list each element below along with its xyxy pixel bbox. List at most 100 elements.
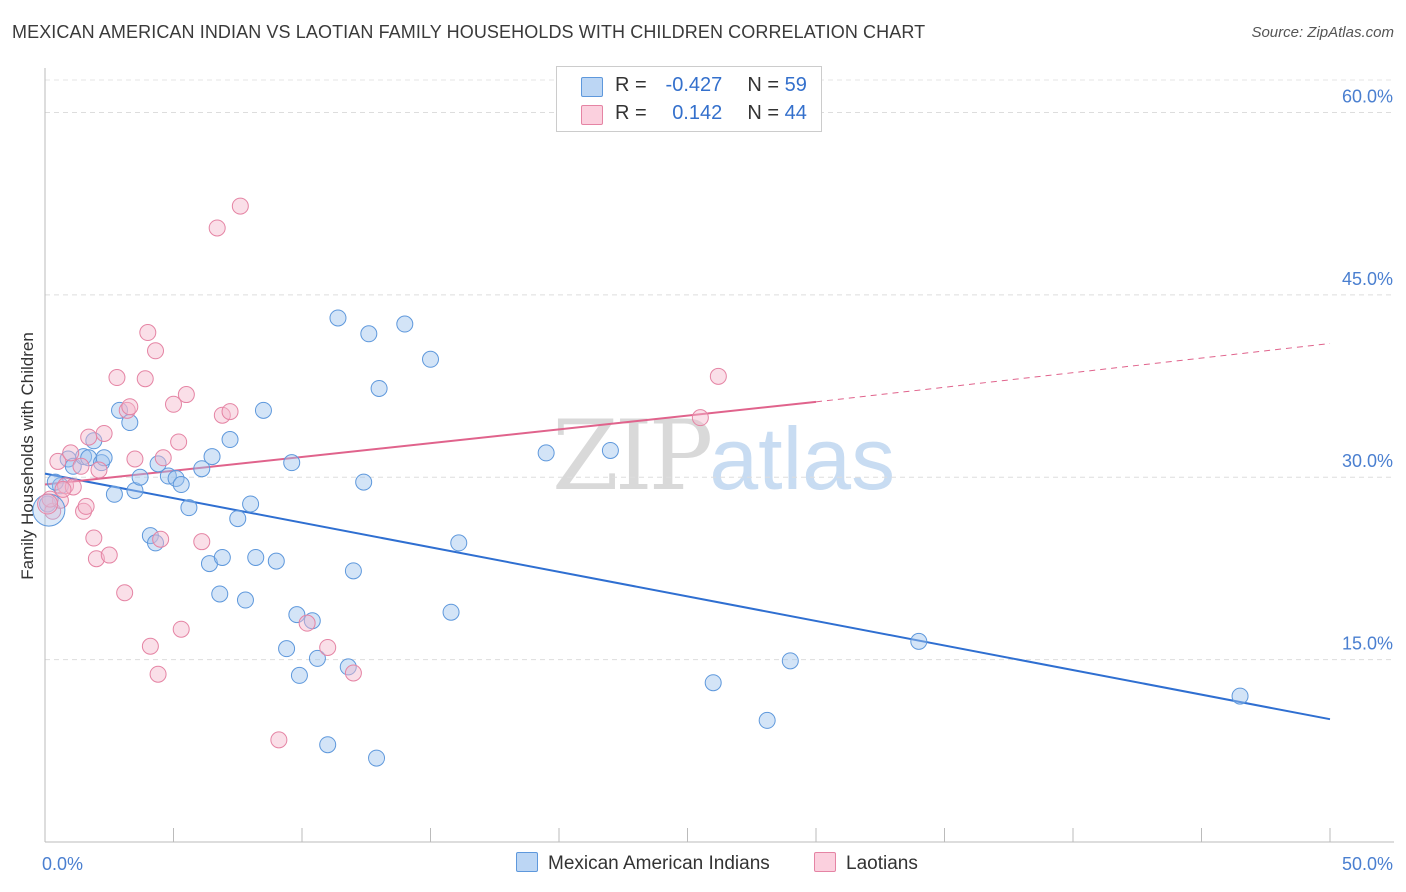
chart-title: MEXICAN AMERICAN INDIAN VS LAOTIAN FAMIL… xyxy=(12,22,926,42)
point-laotians xyxy=(90,461,108,479)
legend-n-value: 44 xyxy=(784,102,807,124)
point-laotians xyxy=(170,433,188,451)
y-tick-label: 45.0% xyxy=(1342,269,1393,289)
point-mexican-american-indians xyxy=(355,473,373,491)
point-laotians xyxy=(149,665,167,683)
point-laotians xyxy=(152,530,170,548)
legend-r-value: 0.142 xyxy=(672,102,723,124)
point-mexican-american-indians xyxy=(781,652,799,670)
point-laotians xyxy=(344,664,362,682)
point-laotians xyxy=(80,428,98,446)
point-mexican-american-indians xyxy=(203,448,221,466)
point-laotians xyxy=(298,614,316,632)
point-mexican-american-indians xyxy=(247,548,265,566)
point-laotians xyxy=(193,533,211,551)
point-laotians xyxy=(139,324,157,342)
watermark: ZIPatlas xyxy=(552,400,895,512)
point-mexican-american-indians xyxy=(319,736,337,754)
point-laotians xyxy=(54,480,72,498)
point-laotians xyxy=(87,550,105,568)
trendline-mexican-american-indians xyxy=(44,472,1331,721)
y-tick-label: 15.0% xyxy=(1342,634,1393,654)
point-laotians xyxy=(691,409,709,427)
point-laotians xyxy=(75,502,93,520)
tick-labels: 15.0% 30.0% 45.0% 60.0% 0.0% 50.0% xyxy=(42,86,1393,874)
point-mexican-american-indians xyxy=(221,431,239,449)
point-mexican-american-indians xyxy=(344,562,362,580)
bottom-legend-label: Mexican American Indians xyxy=(548,853,770,874)
point-mexican-american-indians xyxy=(180,499,198,517)
legend-r-label: R = xyxy=(615,102,647,124)
watermark-atlas: atlas xyxy=(709,409,896,508)
point-mexican-american-indians xyxy=(75,448,93,466)
point-mexican-american-indians xyxy=(442,603,460,621)
point-mexican-american-indians xyxy=(278,640,296,658)
data-points xyxy=(32,197,1249,767)
point-laotians xyxy=(64,478,82,496)
legend-r-label: R = xyxy=(615,74,647,96)
point-mexican-american-indians xyxy=(290,666,308,684)
point-laotians xyxy=(154,449,172,467)
bottom-legend-laotians: Laotians xyxy=(814,852,918,875)
point-laotians xyxy=(208,219,226,237)
point-mexican-american-indians xyxy=(172,476,190,494)
legend-r-value: -0.427 xyxy=(665,74,723,96)
point-mexican-american-indians xyxy=(422,350,439,368)
point-mexican-american-indians xyxy=(229,510,247,528)
point-laotians xyxy=(221,403,239,421)
point-mexican-american-indians xyxy=(193,460,211,478)
point-mexican-american-indians xyxy=(370,379,388,397)
point-laotians xyxy=(270,731,288,749)
point-cluster-laotians xyxy=(37,493,59,515)
point-mexican-american-indians xyxy=(910,632,928,650)
point-mexican-american-indians xyxy=(105,485,123,503)
x-tick-label-min: 0.0% xyxy=(42,854,83,874)
point-mexican-american-indians xyxy=(368,749,386,767)
point-laotians xyxy=(141,637,159,655)
point-laotians xyxy=(95,424,113,442)
axes xyxy=(44,68,1394,843)
point-mexican-american-indians xyxy=(211,585,229,603)
trendline-laotians-extrapolated xyxy=(815,342,1331,403)
bottom-legend-mexican-american-indians: Mexican American Indians xyxy=(516,852,770,875)
point-mexican-american-indians xyxy=(213,548,231,566)
y-tick-label: 60.0% xyxy=(1342,86,1393,106)
point-mexican-american-indians xyxy=(360,325,378,343)
point-laotians xyxy=(136,370,154,388)
point-laotians xyxy=(147,342,165,360)
bottom-legend-swatch-pink xyxy=(814,852,836,872)
point-laotians xyxy=(213,406,231,424)
point-mexican-american-indians xyxy=(758,711,776,729)
point-mexican-american-indians xyxy=(283,454,301,472)
legend-n-label: N = xyxy=(747,74,780,96)
point-laotians xyxy=(85,529,103,547)
point-mexican-american-indians xyxy=(236,591,254,609)
point-mexican-american-indians xyxy=(308,649,326,667)
point-laotians xyxy=(116,584,134,602)
bottom-legend-swatch-blue xyxy=(516,852,538,872)
point-laotians xyxy=(72,457,90,475)
point-laotians xyxy=(121,398,139,416)
point-mexican-american-indians xyxy=(704,674,722,692)
point-laotians xyxy=(62,444,80,462)
point-mexican-american-indians xyxy=(126,482,144,500)
point-laotians xyxy=(49,452,67,470)
point-laotians xyxy=(319,638,337,656)
x-tick-label-max: 50.0% xyxy=(1342,854,1393,874)
watermark-zip: ZIP xyxy=(552,400,713,512)
source-label: Source: ZipAtlas.com xyxy=(1251,24,1394,41)
point-laotians xyxy=(100,546,118,564)
correlation-legend: R = -0.427 N = 59 R = 0.142 N = 44 xyxy=(556,66,822,132)
point-laotians xyxy=(709,367,727,385)
y-tick-label: 30.0% xyxy=(1342,451,1393,471)
point-laotians xyxy=(165,395,182,413)
point-mexican-american-indians xyxy=(450,534,468,552)
point-mexican-american-indians xyxy=(329,309,347,327)
point-mexican-american-indians xyxy=(242,495,260,513)
point-mexican-american-indians xyxy=(254,401,272,419)
point-mexican-american-indians xyxy=(131,468,149,486)
point-mexican-american-indians xyxy=(601,441,619,459)
legend-n-label: N = xyxy=(747,102,780,124)
bottom-legend-label: Laotians xyxy=(846,853,918,874)
